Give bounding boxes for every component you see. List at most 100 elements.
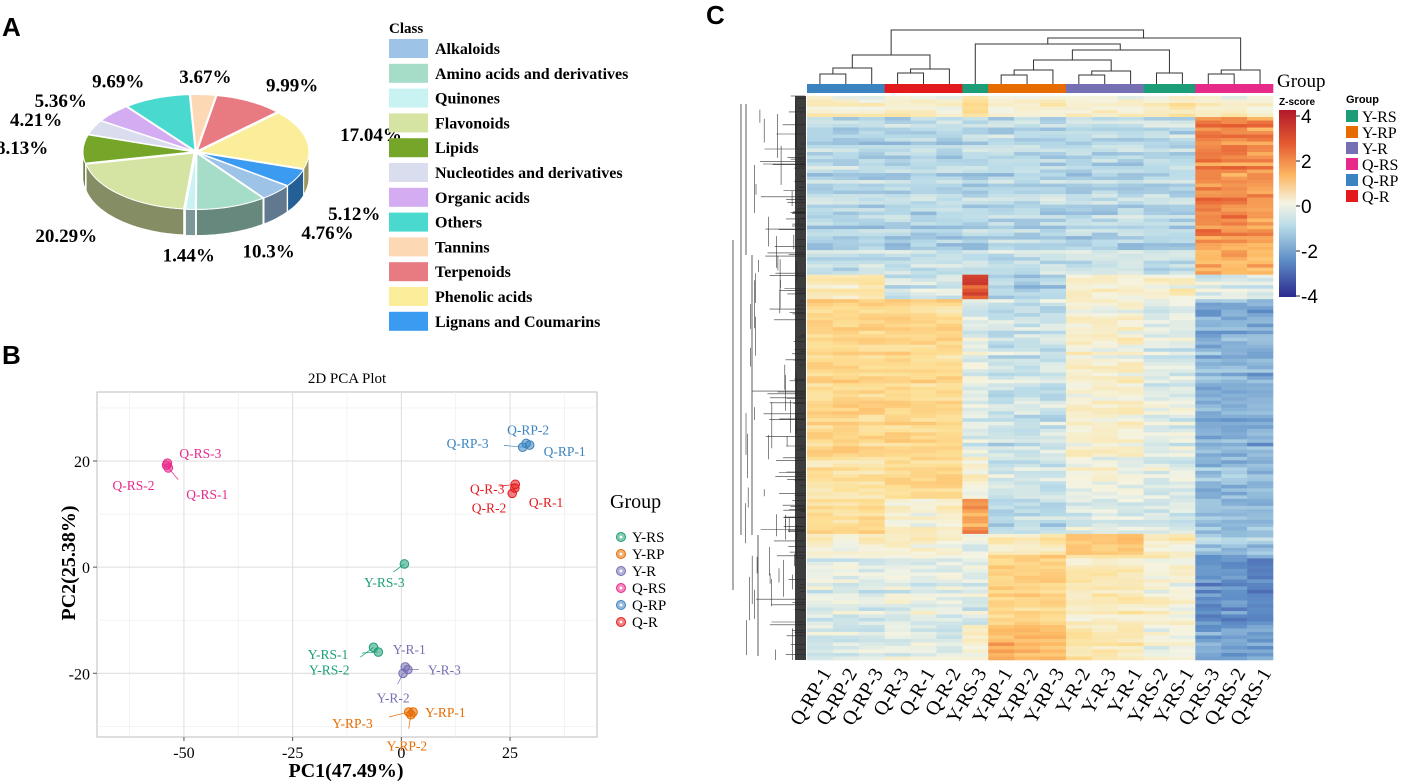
heatmap-cell bbox=[962, 225, 989, 230]
heatmap-cell bbox=[1117, 110, 1144, 114]
heatmap-cell bbox=[1221, 285, 1248, 289]
heatmap-cell bbox=[1091, 624, 1118, 629]
heatmap-cell bbox=[988, 537, 1015, 542]
heatmap-cell bbox=[1014, 614, 1041, 619]
heatmap-cell bbox=[832, 169, 860, 174]
pca-point-label-y-rp-1: Y-RP-1 bbox=[425, 705, 466, 720]
heatmap-cell bbox=[1091, 386, 1118, 391]
heatmap-cell bbox=[1143, 428, 1170, 433]
heatmap-cell bbox=[1040, 330, 1067, 335]
heatmap-cell bbox=[936, 460, 963, 465]
heatmap-cell bbox=[1143, 523, 1170, 528]
heatmap-cell bbox=[1143, 638, 1170, 643]
heatmap-cell bbox=[1195, 110, 1222, 114]
heatmap-cell bbox=[1143, 635, 1170, 640]
heatmap-cell bbox=[1091, 285, 1118, 289]
heatmap-cell bbox=[910, 519, 937, 524]
heatmap-cell bbox=[1065, 306, 1093, 310]
heatmap-cell bbox=[910, 540, 937, 545]
heatmap-cell bbox=[1117, 477, 1144, 482]
heatmap-cell bbox=[1091, 302, 1118, 307]
heatmap-cell bbox=[832, 404, 860, 409]
heatmap-cell bbox=[936, 162, 963, 167]
heatmap-cell bbox=[832, 218, 860, 223]
heatmap-cell bbox=[1040, 540, 1067, 545]
heatmap-cell bbox=[807, 190, 834, 195]
heatmap-cell bbox=[962, 327, 989, 331]
heatmap-cell bbox=[884, 484, 911, 489]
heatmap-cell bbox=[832, 393, 860, 398]
heatmap-cell bbox=[832, 134, 860, 139]
heatmap-cell bbox=[962, 428, 989, 433]
heatmap-cell bbox=[832, 152, 860, 156]
heatmap-cell bbox=[858, 551, 885, 556]
heatmap-cell bbox=[988, 337, 1015, 342]
heatmap-cell bbox=[962, 400, 989, 405]
heatmap-cell bbox=[1195, 603, 1222, 608]
heatmap-cell bbox=[1169, 190, 1196, 195]
heatmap-cell bbox=[962, 393, 989, 398]
heatmap-cell bbox=[884, 463, 911, 468]
heatmap-cell bbox=[1091, 498, 1118, 503]
heatmap-cell bbox=[1117, 544, 1144, 549]
heatmap-cell bbox=[1143, 355, 1170, 360]
heatmap-cell bbox=[988, 96, 1015, 100]
heatmap-cell bbox=[1117, 467, 1144, 472]
heatmap-cell bbox=[1065, 222, 1093, 226]
heatmap-cell bbox=[1117, 498, 1144, 503]
heatmap-cell bbox=[936, 288, 963, 293]
heatmap-cell bbox=[1143, 463, 1170, 468]
heatmap-cell bbox=[936, 491, 963, 496]
heatmap-cell bbox=[1143, 512, 1170, 517]
heatmap-cell bbox=[1117, 106, 1144, 111]
heatmap-cell bbox=[1040, 124, 1067, 128]
heatmap-cell bbox=[1014, 148, 1041, 153]
heatmap-cell bbox=[910, 505, 937, 510]
heatmap-cell bbox=[884, 397, 911, 402]
heatmap-cell bbox=[1014, 582, 1041, 587]
heatmap-cell bbox=[988, 614, 1015, 619]
pie-legend-label-alkaloids: Alkaloids bbox=[435, 41, 500, 58]
heatmap-cell bbox=[1221, 211, 1248, 216]
heatmap-cell bbox=[1143, 218, 1170, 223]
heatmap-cell bbox=[1117, 537, 1144, 542]
heatmap-cell bbox=[1143, 376, 1170, 381]
heatmap-cell bbox=[1169, 225, 1196, 230]
heatmap-cell bbox=[1221, 502, 1248, 507]
pca-legend-label-q-r: Q-R bbox=[632, 615, 658, 631]
heatmap-cell bbox=[807, 134, 834, 139]
heatmap-cell bbox=[1195, 533, 1222, 538]
heatmap-cell bbox=[884, 173, 911, 177]
heatmap-cell bbox=[858, 134, 885, 139]
heatmap-cell bbox=[936, 197, 963, 202]
heatmap-cell bbox=[1247, 502, 1274, 507]
heatmap-cell bbox=[1065, 449, 1093, 454]
heatmap-cell bbox=[1143, 530, 1170, 535]
heatmap-cell bbox=[1091, 544, 1118, 549]
heatmap-cell bbox=[832, 383, 860, 388]
heatmap-cell bbox=[1143, 211, 1170, 216]
heatmap-cell bbox=[936, 519, 963, 524]
heatmap-cell bbox=[1221, 267, 1248, 272]
group-legend-label-y-rs: Y-RS bbox=[1362, 109, 1397, 126]
heatmap-cell bbox=[1117, 253, 1144, 258]
heatmap-cell bbox=[1143, 397, 1170, 402]
heatmap-cell bbox=[1143, 547, 1170, 552]
heatmap-cell bbox=[807, 442, 834, 447]
heatmap-cell bbox=[1169, 638, 1196, 643]
heatmap-cell bbox=[910, 127, 937, 132]
heatmap-cell bbox=[988, 421, 1015, 426]
heatmap-cell bbox=[910, 327, 937, 331]
panel-label-a: A bbox=[2, 12, 21, 42]
heatmap-cell bbox=[884, 481, 911, 486]
heatmap-cell bbox=[910, 306, 937, 310]
column-group-bar bbox=[807, 84, 1274, 93]
heatmap-cell bbox=[1247, 117, 1274, 121]
heatmap-cell bbox=[1247, 642, 1274, 647]
heatmap-cell bbox=[1117, 183, 1144, 188]
heatmap-cell bbox=[1247, 138, 1274, 142]
heatmap-cell bbox=[807, 225, 834, 230]
heatmap-cell bbox=[936, 355, 963, 360]
heatmap-cell bbox=[807, 292, 834, 296]
heatmap-cell bbox=[1195, 519, 1222, 524]
